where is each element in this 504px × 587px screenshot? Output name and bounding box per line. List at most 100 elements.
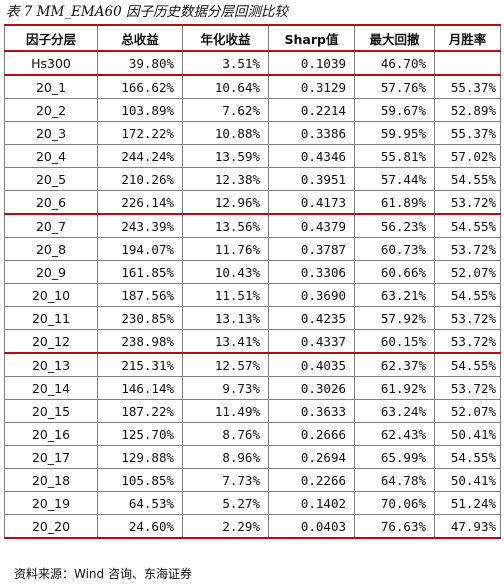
cell-factor-layer: 20_6 (4, 190, 98, 215)
cell-max-drawdown: 57.92% (354, 306, 435, 330)
cell-total-return: 39.80% (97, 50, 183, 76)
cell-sharp-value: 0.3026 (268, 376, 355, 400)
cell-factor-layer: 20_2 (4, 98, 98, 122)
cell-annualized-return: 13.56% (182, 213, 269, 238)
cell-sharp-value: 0.4035 (268, 352, 355, 377)
cell-monthly-win-rate: 53.72% (434, 190, 501, 215)
cell-total-return: 243.39% (97, 213, 183, 238)
cell-factor-layer: 20_17 (4, 445, 98, 469)
cell-sharp-value: 0.0403 (268, 514, 355, 539)
cell-factor-layer: 20_18 (4, 468, 98, 492)
cell-total-return: 226.14% (97, 190, 183, 215)
cell-total-return: 194.07% (97, 237, 183, 261)
cell-sharp-value: 0.1039 (268, 50, 355, 76)
cell-sharp-value: 0.3129 (268, 74, 355, 99)
cell-factor-layer: 20_5 (4, 167, 98, 191)
cell-sharp-value: 0.4173 (268, 190, 355, 215)
cell-sharp-value: 0.2266 (268, 468, 355, 492)
cell-annualized-return: 2.29% (182, 514, 269, 539)
cell-sharp-value: 0.4379 (268, 213, 355, 238)
cell-sharp-value: 0.4235 (268, 306, 355, 330)
cell-factor-layer: 20_7 (4, 213, 98, 238)
header-max-drawdown: 最大回撤 (354, 24, 435, 52)
table-row: 20_3 172.22% 10.88% 0.3386 59.95% 55.37% (4, 121, 501, 145)
header-total-return: 总收益 (97, 24, 183, 52)
cell-max-drawdown: 60.15% (354, 329, 435, 354)
table-row: 20_9 161.85% 10.43% 0.3306 60.66% 52.07% (4, 260, 501, 284)
table-row: 20_14 146.14% 9.73% 0.3026 61.92% 53.72% (4, 376, 501, 400)
cell-monthly-win-rate: 54.55% (434, 445, 501, 469)
table-body: Hs300 39.80% 3.51% 0.1039 46.70% 20_1 166.62% 1… (4, 50, 501, 539)
cell-annualized-return: 8.76% (182, 422, 269, 446)
cell-factor-layer: 20_10 (4, 283, 98, 307)
table-row: 20_18 105.85% 7.73% 0.2266 64.78% 50.41% (4, 468, 501, 492)
cell-total-return: 230.85% (97, 306, 183, 330)
table-row: 20_12 238.98% 13.41% 0.4337 60.15% 53.72% (4, 329, 501, 354)
cell-annualized-return: 11.51% (182, 283, 269, 307)
header-factor-layer: 因子分层 (4, 24, 98, 52)
cell-annualized-return: 11.76% (182, 237, 269, 261)
cell-monthly-win-rate: 57.02% (434, 144, 501, 168)
header-monthly-win-rate: 月胜率 (434, 24, 501, 52)
table-row: 20_16 125.70% 8.76% 0.2666 62.43% 50.41% (4, 422, 501, 446)
cell-total-return: 64.53% (97, 491, 183, 515)
table-row: 20_15 187.22% 11.49% 0.3633 63.24% 52.07% (4, 399, 501, 423)
cell-annualized-return: 8.96% (182, 445, 269, 469)
cell-sharp-value: 0.3386 (268, 121, 355, 145)
cell-factor-layer: 20_9 (4, 260, 98, 284)
cell-monthly-win-rate: 52.89% (434, 98, 501, 122)
cell-monthly-win-rate: 53.72% (434, 237, 501, 261)
cell-monthly-win-rate: 55.37% (434, 121, 501, 145)
cell-monthly-win-rate: 47.93% (434, 514, 501, 539)
cell-factor-layer: 20_16 (4, 422, 98, 446)
cell-sharp-value: 0.3690 (268, 283, 355, 307)
cell-sharp-value: 0.3306 (268, 260, 355, 284)
cell-annualized-return: 10.64% (182, 74, 269, 99)
table-row: 20_4 244.24% 13.59% 0.4346 55.81% 57.02% (4, 144, 501, 168)
cell-monthly-win-rate: 52.07% (434, 260, 501, 284)
cell-monthly-win-rate: 54.55% (434, 283, 501, 307)
backtest-table-container: 因子分层 总收益 年化收益 Sharp值 最大回撤 月胜率 Hs300 39.80… (4, 24, 501, 539)
table-header-row: 因子分层 总收益 年化收益 Sharp值 最大回撤 月胜率 (4, 24, 501, 52)
table-row: 20_17 129.88% 8.96% 0.2694 65.99% 54.55% (4, 445, 501, 469)
table-row: 20_8 194.07% 11.76% 0.3787 60.73% 53.72% (4, 237, 501, 261)
cell-total-return: 238.98% (97, 329, 183, 354)
cell-max-drawdown: 64.78% (354, 468, 435, 492)
cell-monthly-win-rate: 54.55% (434, 352, 501, 377)
cell-max-drawdown: 57.44% (354, 167, 435, 191)
cell-annualized-return: 11.49% (182, 399, 269, 423)
cell-sharp-value: 0.2694 (268, 445, 355, 469)
cell-max-drawdown: 62.37% (354, 352, 435, 377)
cell-monthly-win-rate: 53.72% (434, 376, 501, 400)
cell-monthly-win-rate: 53.72% (434, 306, 501, 330)
cell-factor-layer: 20_8 (4, 237, 98, 261)
cell-total-return: 103.89% (97, 98, 183, 122)
table-row: 20_5 210.26% 12.38% 0.3951 57.44% 54.55% (4, 167, 501, 191)
cell-annualized-return: 9.73% (182, 376, 269, 400)
backtest-table: 因子分层 总收益 年化收益 Sharp值 最大回撤 月胜率 Hs300 39.80… (4, 24, 501, 539)
cell-annualized-return: 7.73% (182, 468, 269, 492)
cell-total-return: 215.31% (97, 352, 183, 377)
cell-factor-layer: 20_19 (4, 491, 98, 515)
cell-annualized-return: 10.43% (182, 260, 269, 284)
cell-total-return: 244.24% (97, 144, 183, 168)
cell-total-return: 187.22% (97, 399, 183, 423)
cell-sharp-value: 0.2214 (268, 98, 355, 122)
cell-total-return: 172.22% (97, 121, 183, 145)
cell-sharp-value: 0.4337 (268, 329, 355, 354)
cell-max-drawdown: 62.43% (354, 422, 435, 446)
cell-total-return: 166.62% (97, 74, 183, 99)
cell-total-return: 146.14% (97, 376, 183, 400)
cell-monthly-win-rate (434, 50, 501, 76)
cell-max-drawdown: 55.81% (354, 144, 435, 168)
header-annualized-return: 年化收益 (182, 24, 269, 52)
cell-monthly-win-rate: 54.55% (434, 167, 501, 191)
cell-monthly-win-rate: 50.41% (434, 422, 501, 446)
cell-sharp-value: 0.4346 (268, 144, 355, 168)
cell-max-drawdown: 59.67% (354, 98, 435, 122)
cell-max-drawdown: 56.23% (354, 213, 435, 238)
cell-annualized-return: 12.57% (182, 352, 269, 377)
cell-factor-layer: 20_13 (4, 352, 98, 377)
cell-monthly-win-rate: 55.37% (434, 74, 501, 99)
table-row: 20_7 243.39% 13.56% 0.4379 56.23% 54.55% (4, 213, 501, 238)
